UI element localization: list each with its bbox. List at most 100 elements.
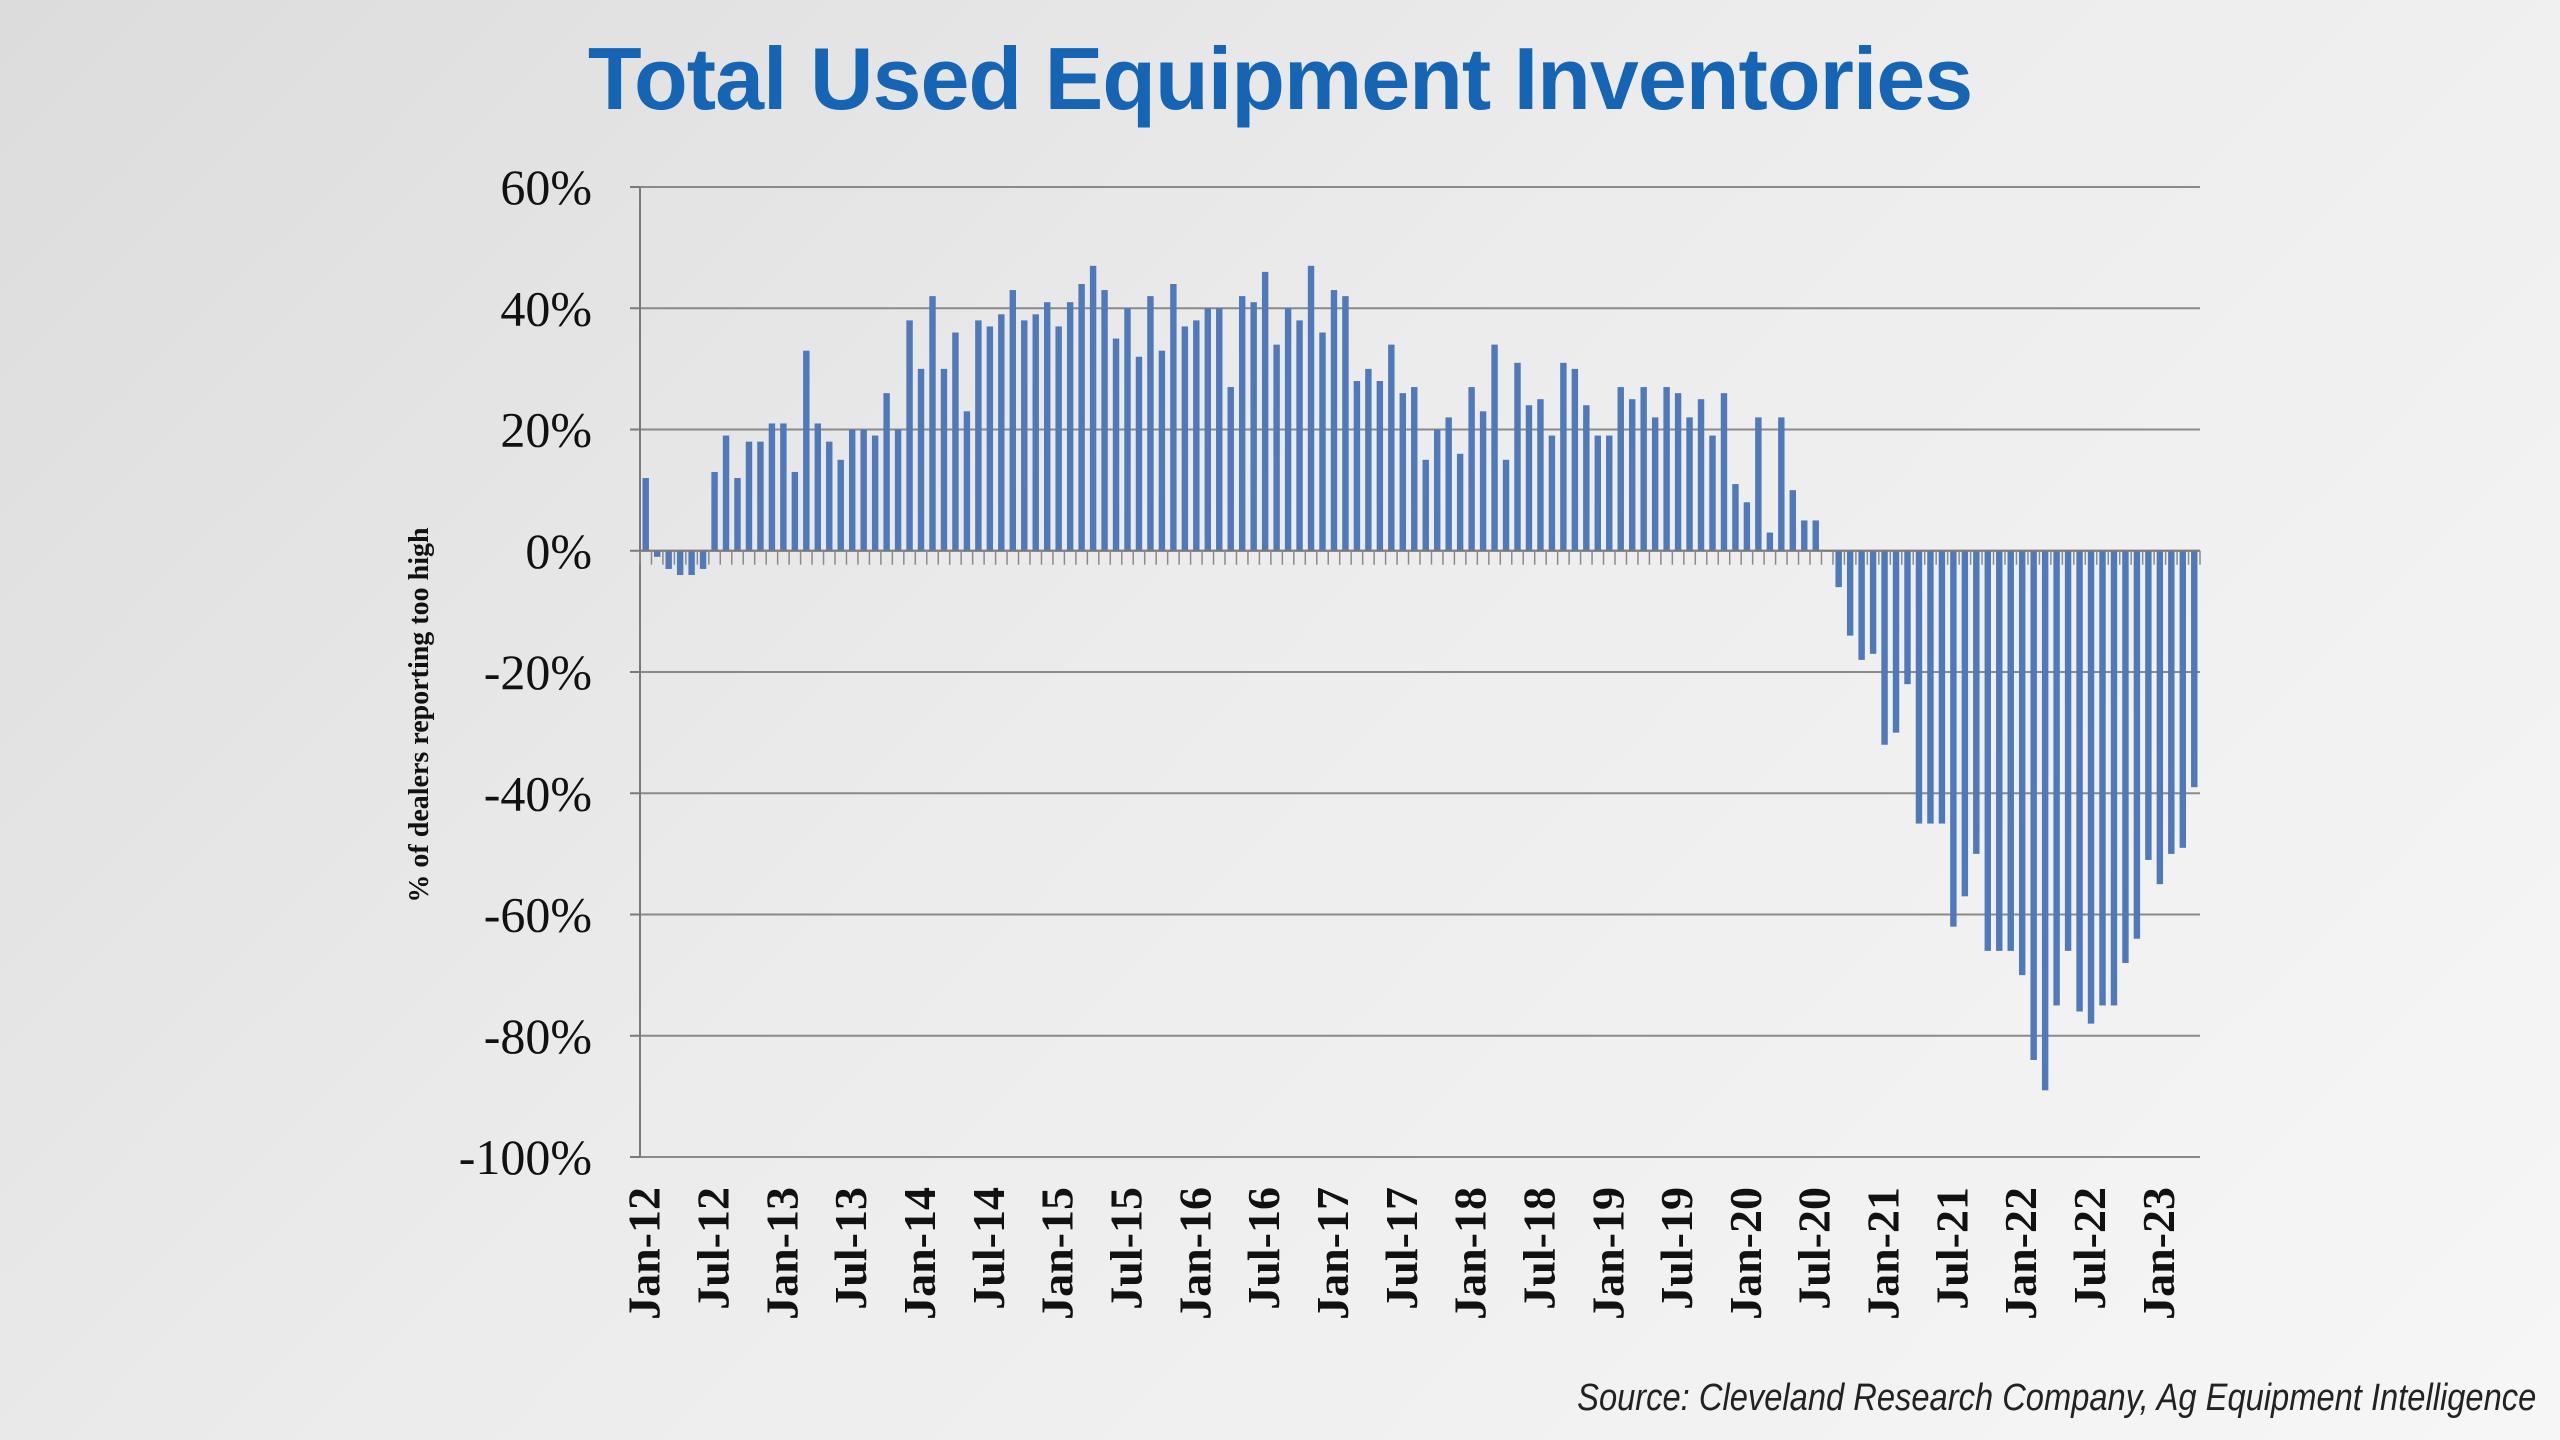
bar [745,441,753,551]
bar [1927,550,1934,824]
bar [1961,550,1969,897]
bar [1445,417,1452,551]
bar [1502,459,1510,551]
x-tick-label: Jul-20 [1789,1187,1840,1310]
x-tick-label: Jul-19 [1651,1187,1702,1310]
bars [642,265,2198,1091]
bar [1376,381,1384,551]
x-tick-label: Jul-14 [963,1187,1014,1310]
bar [1353,381,1361,551]
bar [940,368,948,551]
bar [1479,411,1487,551]
bar [1663,387,1670,551]
x-tick-label: Jul-22 [2064,1187,2115,1310]
bar [2156,550,2164,885]
x-tick-label: Jan-22 [1995,1187,2046,1320]
bar [1204,308,1211,551]
x-tick-label: Jul-21 [1926,1187,1977,1310]
bar [883,393,890,551]
bar [871,435,879,551]
bar [1399,393,1406,551]
bar [2007,550,2014,951]
bar [986,326,994,551]
bar [848,429,856,551]
bar [2053,550,2060,1006]
bar [1021,320,1028,551]
bar [676,550,684,575]
bar [1238,296,1246,551]
bar [1089,265,1097,551]
bar [2030,550,2037,1060]
bar [1732,484,1739,551]
bar [1043,302,1051,551]
x-tick-label: Jan-19 [1582,1187,1633,1320]
bar [757,441,764,551]
bar [642,478,649,551]
y-axis-label: % of dealers reporting too high [404,527,435,903]
bar [998,314,1005,551]
x-tick-label: Jul-17 [1376,1187,1427,1310]
bar [1720,393,1728,551]
bar [1594,435,1601,551]
bar [963,411,971,551]
x-tick-label: Jan-14 [894,1187,945,1320]
bar [2064,550,2072,951]
x-tick-label: Jan-23 [2133,1187,2184,1320]
bar [2133,550,2141,939]
source-note: Source: Cleveland Research Company, Ag E… [1576,1377,2536,1419]
y-tick-label: 60% [500,159,592,215]
bar [1514,362,1521,551]
y-tick-label: -80% [484,1008,592,1064]
bar [1227,387,1234,551]
bar [1789,490,1796,551]
bar [1273,344,1280,551]
bar [860,429,867,551]
y-tick-label: -100% [459,1129,592,1185]
axes [630,186,2201,1158]
bar [1973,550,1980,854]
x-tick-label: Jan-12 [619,1187,670,1320]
chart-title: Total Used Equipment Inventories [587,29,1973,128]
bar [722,435,730,551]
bar [665,550,672,569]
bar [1537,399,1544,551]
bar [791,471,799,551]
bar [1583,405,1590,551]
bar [1158,350,1166,551]
bar [2110,550,2118,1006]
bar [1881,550,1888,745]
x-tick-label: Jan-16 [1169,1187,1220,1320]
y-tick-label: 40% [500,280,592,336]
bar [1812,520,1819,551]
y-tick-label: 0% [525,523,592,579]
bar [1709,435,1716,551]
x-tick-label: Jan-20 [1720,1187,1771,1320]
bar [1835,550,1842,588]
bar [734,478,741,551]
bar [1296,320,1303,551]
bar [1766,532,1774,551]
bar [2179,550,2186,848]
bar [688,550,695,575]
bar [1284,308,1292,551]
x-tick-label: Jan-13 [756,1187,807,1320]
x-tick-label: Jul-15 [1101,1187,1152,1310]
bar [1869,550,1877,654]
bar [1307,265,1315,551]
bar [1433,429,1441,551]
bar [2168,550,2175,854]
bar [1170,284,1177,551]
bar [1216,308,1223,551]
bar [1422,459,1429,551]
bar [2191,550,2198,788]
bar [894,429,902,551]
bar [1628,399,1636,551]
bar [1571,368,1579,551]
bar [1055,326,1062,551]
bar [837,459,844,551]
bar [653,550,661,557]
bar [1743,502,1751,551]
bar [768,423,776,551]
bar [1651,417,1659,551]
bar [1846,550,1854,636]
